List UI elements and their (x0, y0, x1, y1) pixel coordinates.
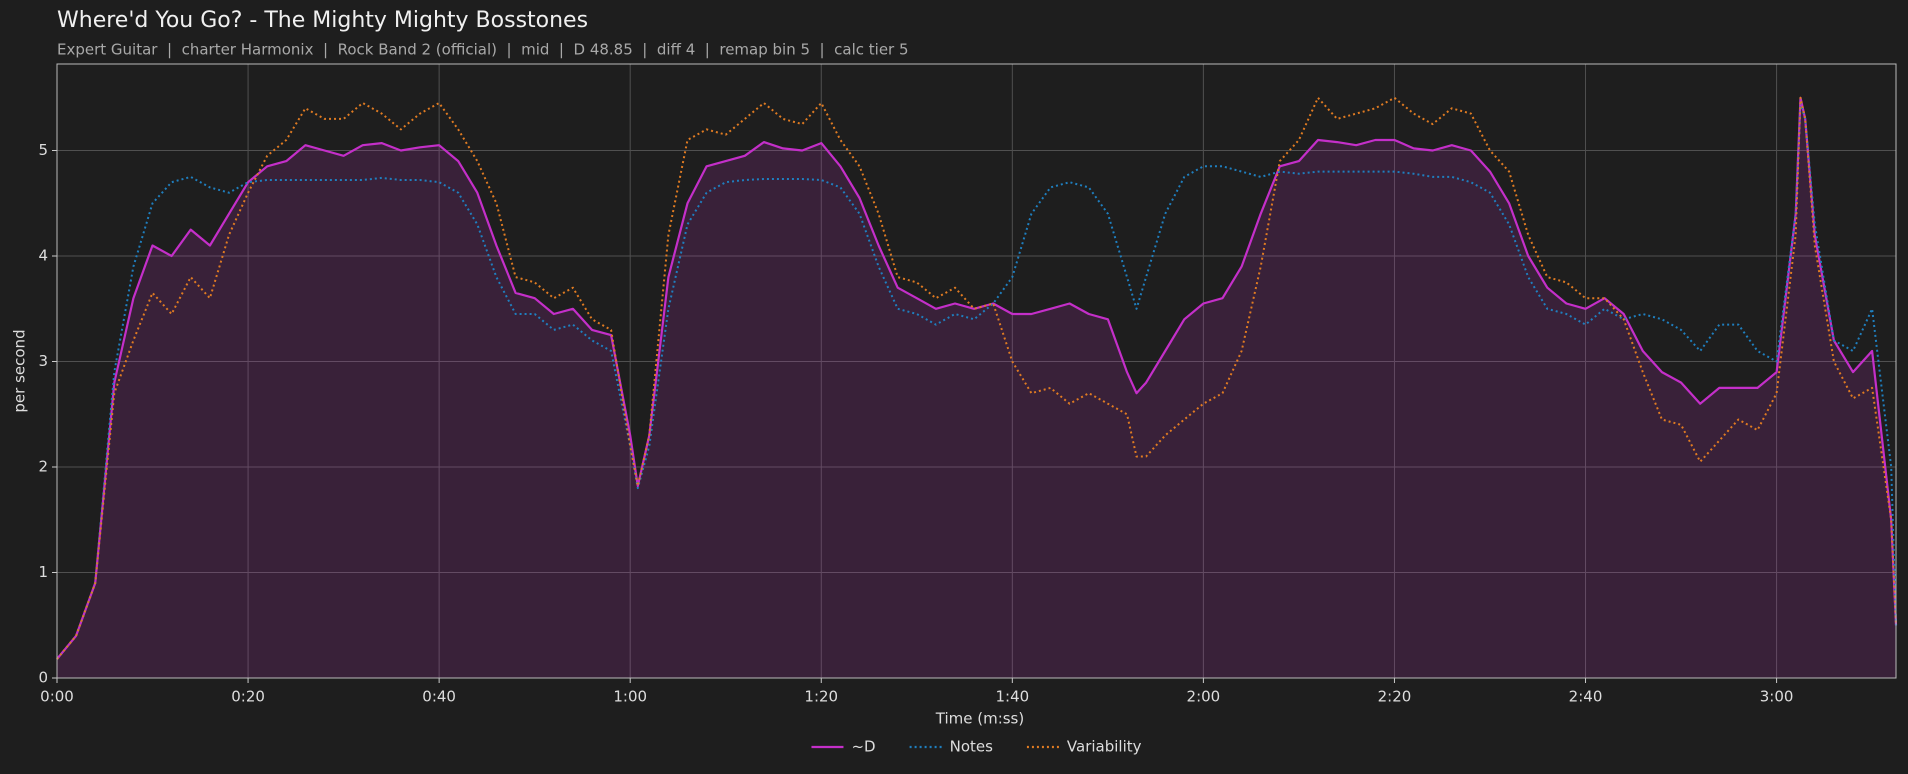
y-tick-label: 2 (38, 458, 48, 476)
x-tick-label: 0:20 (231, 688, 265, 706)
x-tick-label: 1:00 (613, 688, 647, 706)
chart-subtitle: Expert Guitar | charter Harmonix | Rock … (57, 41, 909, 59)
x-tick-label: 2:40 (1569, 688, 1603, 706)
legend-label: Variability (1067, 738, 1142, 756)
x-tick-label: 0:40 (422, 688, 456, 706)
x-tick-label: 2:00 (1187, 688, 1221, 706)
plot-frame (56, 63, 1897, 679)
y-tick-label: 3 (38, 352, 48, 370)
x-tick-label: 3:00 (1760, 688, 1794, 706)
x-tick-label: 2:20 (1378, 688, 1412, 706)
x-tick-label: 1:20 (804, 688, 838, 706)
y-axis-label: per second (11, 329, 29, 412)
legend-label: ~D (851, 738, 875, 756)
x-tick-label: 0:00 (40, 688, 74, 706)
x-axis-label: Time (m:ss) (935, 710, 1024, 728)
legend: ~D Notes Variability (811, 738, 1142, 756)
series-line (56, 96, 1898, 660)
legend-label: Notes (950, 738, 994, 756)
x-tick-label: 1:40 (995, 688, 1029, 706)
y-tick-label: 0 (38, 669, 48, 687)
area-fill (57, 97, 1896, 679)
y-tick-label: 4 (38, 247, 48, 265)
series-line (56, 96, 1897, 660)
chart-title: Where'd You Go? - The Mighty Mighty Boss… (57, 8, 588, 33)
y-tick-label: 5 (38, 141, 48, 159)
y-tick-label: 1 (38, 563, 48, 581)
